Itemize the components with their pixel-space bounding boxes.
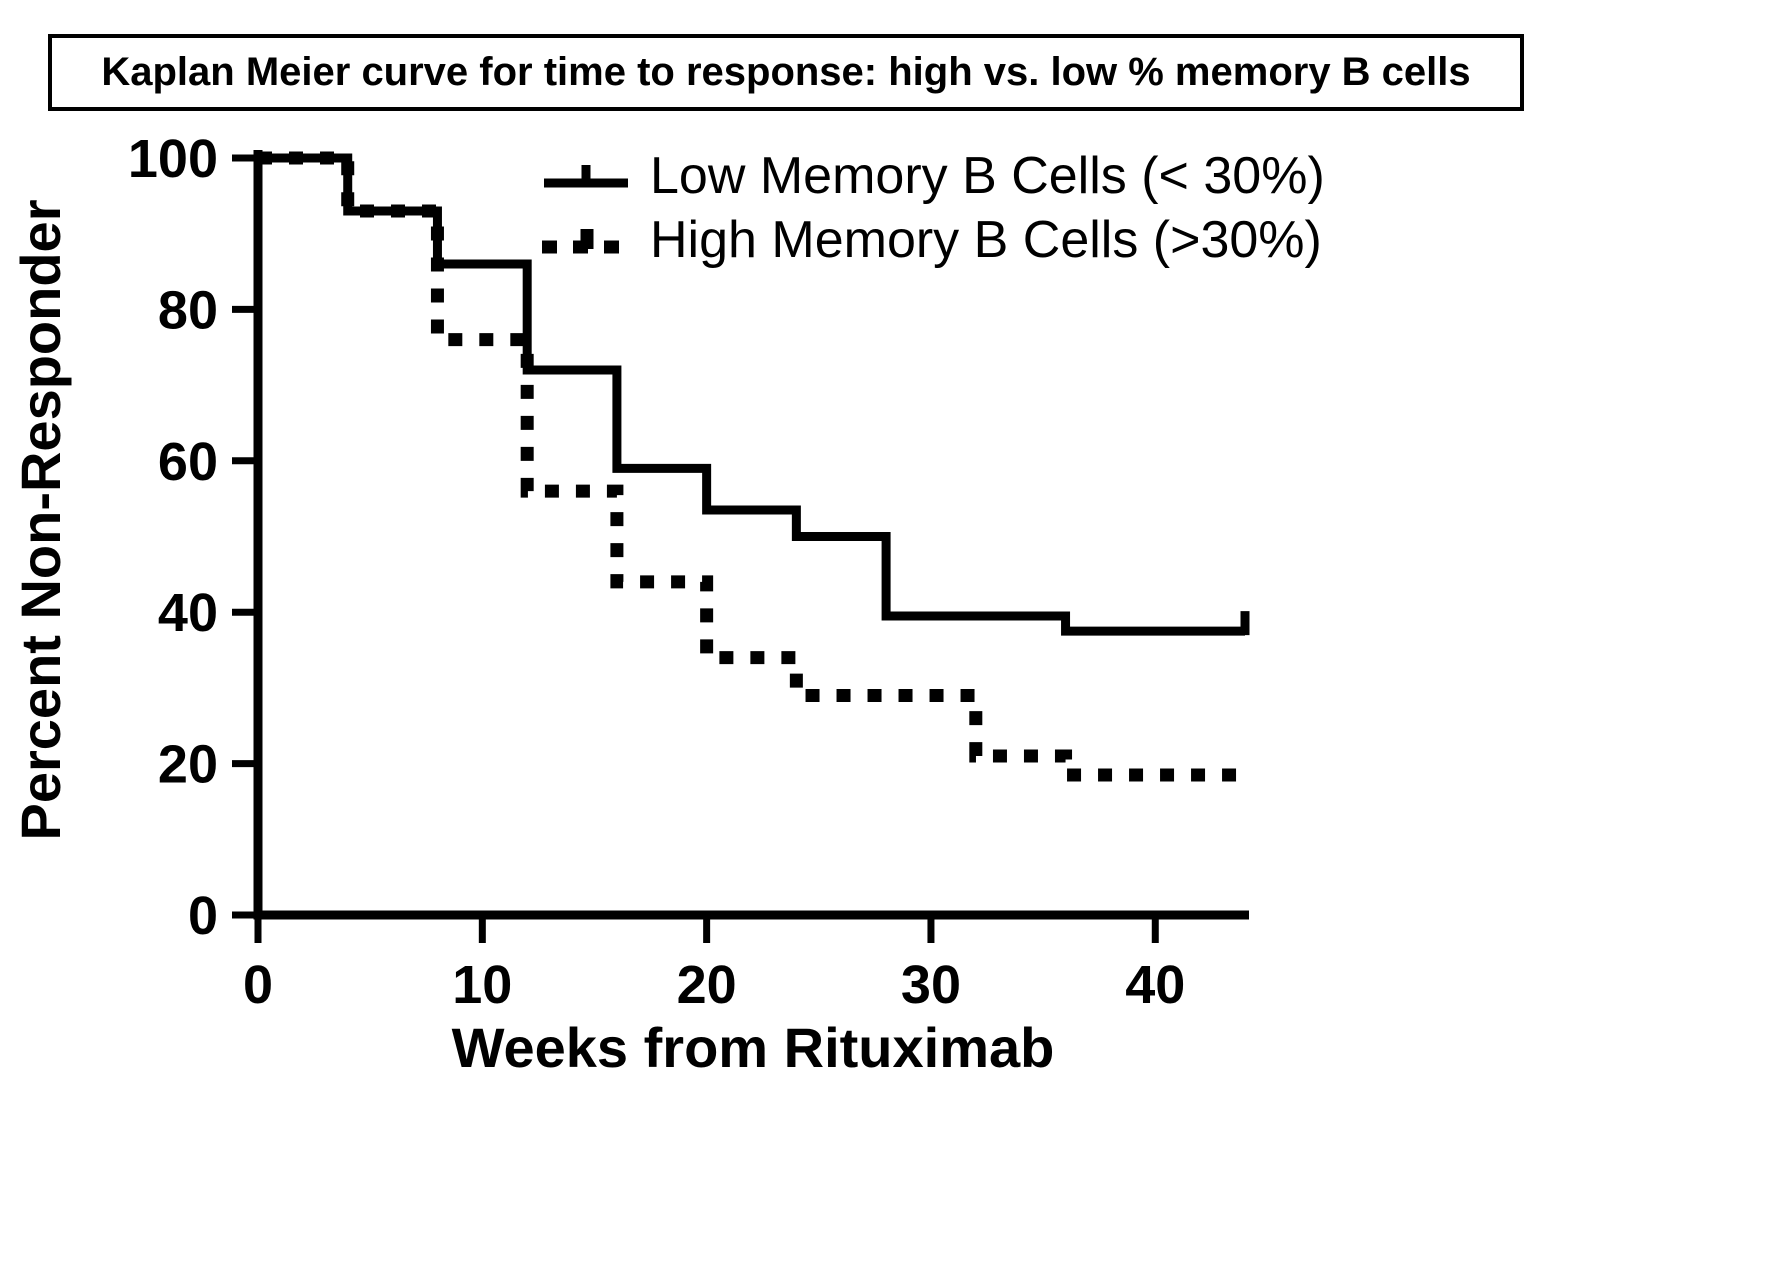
y-tick-label: 40 (158, 583, 218, 643)
x-tick-label: 20 (677, 955, 737, 1015)
x-tick-label: 30 (901, 955, 961, 1015)
y-tick-label: 20 (158, 735, 218, 795)
x-axis-label: Weeks from Rituximab (451, 1016, 1055, 1079)
x-tick-label: 40 (1125, 955, 1185, 1015)
legend-label-high: High Memory B Cells (>30%) (650, 211, 1322, 269)
y-tick-label: 80 (158, 280, 218, 340)
x-tick-label: 10 (452, 955, 512, 1015)
y-tick-label: 0 (188, 886, 218, 946)
x-tick-label: 0 (243, 955, 273, 1015)
legend-entry-high: High Memory B Cells (>30%) (540, 210, 1325, 270)
solid-line-icon (544, 165, 628, 188)
chart-title: Kaplan Meier curve for time to response:… (48, 34, 1524, 111)
y-tick-label: 60 (158, 432, 218, 492)
series-curve-high (258, 151, 1245, 782)
dashed-line-icon (542, 229, 632, 254)
axis-lines (253, 150, 1249, 920)
y-tick-label: 100 (128, 129, 218, 189)
legend-entry-low: Low Memory B Cells (< 30%) (540, 146, 1325, 206)
legend: Low Memory B Cells (< 30%) High Memory B… (540, 146, 1325, 270)
legend-label-low: Low Memory B Cells (< 30%) (650, 147, 1325, 205)
